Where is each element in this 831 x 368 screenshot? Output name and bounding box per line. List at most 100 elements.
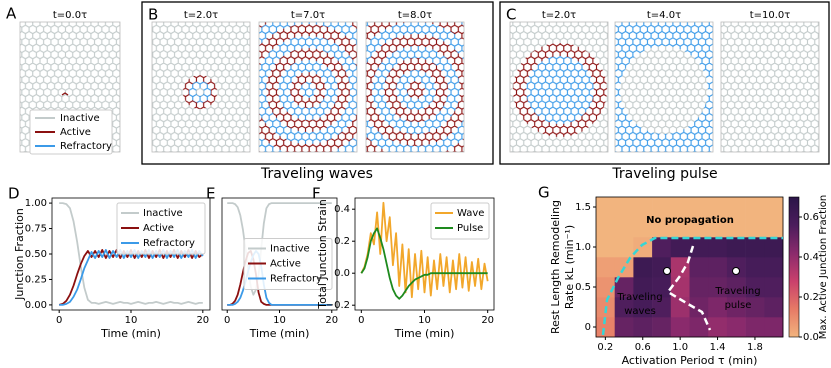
- panel-label: F: [312, 185, 321, 203]
- heatmap-cell: [670, 277, 690, 298]
- y-tick-label: 1.5: [575, 202, 591, 213]
- heatmap-cell: [633, 237, 653, 258]
- lattice-snapshot: [721, 22, 819, 152]
- heatmap-cell: [596, 197, 615, 218]
- y-tick-label: 0.4: [334, 204, 350, 215]
- x-tick-label: 1.4: [710, 342, 726, 353]
- colorbar-tick-label: 0.2: [803, 292, 819, 303]
- heatmap-cell: [764, 297, 784, 318]
- legend-label: Active: [143, 223, 174, 234]
- marker-dot: [663, 267, 671, 275]
- snapshot-time: t=2.0τ: [542, 10, 576, 21]
- heatmap-cell: [614, 277, 634, 298]
- colorbar: [788, 196, 800, 338]
- heatmap-cell: [670, 317, 690, 338]
- heatmap-cell: [764, 317, 784, 338]
- lattice-region: [526, 56, 594, 124]
- heatmap-cell: [633, 297, 653, 318]
- y-tick-label: 0.50: [25, 249, 47, 260]
- legend-label: Inactive: [60, 113, 100, 124]
- snapshot-time: t=7.0τ: [291, 10, 325, 21]
- heatmap-cell: [652, 197, 672, 218]
- heatmap-cell: [596, 257, 615, 278]
- heatmap-cell: [596, 237, 615, 258]
- heatmap-cell: [708, 297, 728, 318]
- heatmap-cell: [708, 317, 728, 338]
- heatmap-cell: [614, 197, 634, 218]
- heatmap-cell: [689, 217, 709, 238]
- legend-label: Wave: [457, 208, 484, 219]
- axes-frame: [595, 196, 784, 338]
- heatmap-cell: [708, 197, 728, 218]
- heatmap-cell: [745, 277, 765, 298]
- legend-label: Refractory: [270, 274, 322, 285]
- heatmap-cell: [708, 217, 728, 238]
- lattice-region: [620, 46, 708, 134]
- x-tick-label: 20: [481, 315, 494, 326]
- heatmap-cell: [596, 317, 615, 338]
- snapshot-border: [509, 21, 609, 153]
- heatmap-cell: [689, 317, 709, 338]
- lattice-snapshot: [152, 22, 250, 152]
- heatmap-cell: [652, 317, 672, 338]
- y-tick-label: 0.75: [25, 224, 47, 235]
- x-tick-label: 10: [418, 315, 431, 326]
- heatmap-cell: [670, 257, 690, 278]
- heatmap-cell: [614, 237, 634, 258]
- y-tick-label: −0.2: [326, 300, 350, 311]
- x-tick-label: 0.6: [635, 342, 651, 353]
- lattice-region: [61, 92, 69, 96]
- legend-label: Inactive: [270, 244, 310, 255]
- legend-label: Inactive: [143, 208, 183, 219]
- heatmap-cell: [596, 277, 615, 298]
- legend-label: Active: [60, 127, 91, 138]
- heatmap-cell: [764, 237, 784, 258]
- panel-caption: Traveling waves: [260, 166, 373, 182]
- series-line: [59, 202, 203, 305]
- y-tick-label: 0: [585, 322, 591, 333]
- x-tick-label: 1.0: [672, 342, 688, 353]
- series-line: [360, 227, 488, 300]
- legend-box: [29, 109, 113, 155]
- snapshot-time: t=8.0τ: [398, 10, 432, 21]
- snapshot-time: t=10.0τ: [750, 10, 791, 21]
- x-tick-label: 0.2: [597, 342, 613, 353]
- heatmap-cell: [726, 277, 746, 298]
- snapshot-border: [258, 21, 358, 153]
- legend-label: Active: [270, 259, 301, 270]
- y-axis-label: Rate kL (min⁻¹): [563, 225, 576, 309]
- heatmap-cell: [745, 297, 765, 318]
- panel-label: B: [148, 6, 158, 24]
- heatmap-cell: [614, 317, 634, 338]
- colorbar-tick-label: 0.6: [803, 212, 819, 223]
- heatmap-cell: [726, 237, 746, 258]
- phase-boundary: [601, 236, 783, 336]
- x-tick-label: 10: [125, 315, 138, 326]
- heatmap-cell: [726, 317, 746, 338]
- x-axis-label: Time (min): [394, 327, 455, 340]
- heatmap-cell: [652, 297, 672, 318]
- panel-label: E: [206, 185, 215, 203]
- panel-caption: Traveling pulse: [611, 166, 717, 182]
- panel-frame: [499, 1, 830, 165]
- colorbar-tick-label: 0.4: [803, 252, 819, 263]
- snapshot-border: [614, 21, 714, 153]
- snapshot-border: [365, 21, 465, 153]
- lattice: [721, 22, 819, 152]
- x-axis-label: Activation Period τ (min): [622, 354, 758, 367]
- heatmap-cell: [633, 317, 653, 338]
- y-tick-label: 0.00: [25, 300, 47, 311]
- x-tick-label: 0: [56, 315, 62, 326]
- x-axis-label: Time (min): [100, 327, 161, 340]
- heatmap-cell: [689, 257, 709, 278]
- heatmap-cell: [764, 257, 784, 278]
- heatmap-cell: [633, 197, 653, 218]
- heatmap-cell: [745, 197, 765, 218]
- heatmap-cell: [614, 217, 634, 238]
- lattice-region: [300, 82, 316, 98]
- heatmap-cell: [764, 217, 784, 238]
- panel-label: A: [6, 5, 17, 23]
- heatmap-cell: [633, 257, 653, 278]
- heatmap-cell: [726, 297, 746, 318]
